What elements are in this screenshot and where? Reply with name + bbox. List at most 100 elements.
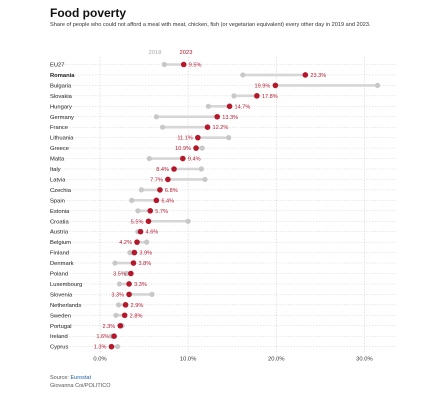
category-label: Ireland — [50, 334, 68, 340]
value-label-2023: 3.9% — [139, 251, 152, 257]
x-tick-label: 0.0% — [93, 357, 106, 363]
category-label: Malta — [50, 157, 65, 163]
dot-2023 — [171, 166, 177, 172]
value-label-2023: 19.9% — [254, 83, 270, 89]
dot-2023 — [193, 145, 199, 151]
x-tick-label: 30.0% — [356, 357, 372, 363]
dot-2023 — [214, 113, 221, 120]
dot-2018 — [202, 176, 208, 183]
dot-2023 — [180, 61, 187, 68]
dot-2023 — [126, 281, 132, 287]
value-label-2023: 10.9% — [175, 146, 191, 152]
category-label: Greece — [50, 146, 69, 152]
dot-2018 — [115, 302, 122, 308]
value-label-2023: 2.9% — [131, 303, 144, 309]
value-label-2023: 14.7% — [235, 104, 251, 110]
dot-2023 — [195, 134, 201, 141]
dot-2018 — [129, 197, 135, 203]
dot-2023 — [137, 228, 144, 235]
dot-2023 — [117, 322, 124, 329]
category-label: Denmark — [50, 261, 74, 267]
dot-2023 — [302, 72, 309, 78]
source-line: Source: Eurostat — [50, 375, 91, 381]
value-label-2023: 23.3% — [310, 73, 326, 79]
value-label-2023: 5.7% — [155, 209, 168, 215]
value-label-2023: 3.3% — [134, 282, 147, 288]
dot-2023 — [165, 176, 171, 183]
legend-2018: 2018 — [149, 50, 162, 56]
category-label: Hungary — [50, 104, 72, 110]
dot-2018 — [198, 166, 204, 172]
category-label: Croatia — [50, 219, 69, 225]
dot-2023 — [272, 82, 279, 89]
dot-2018 — [185, 218, 191, 224]
dot-2023 — [122, 302, 129, 308]
dot-2018 — [199, 145, 205, 151]
dot-2018 — [123, 270, 130, 277]
dot-2023 — [204, 124, 211, 130]
category-label: Slovenia — [50, 292, 73, 298]
value-label-2023: 1.3% — [94, 345, 107, 351]
dot-2023 — [145, 218, 152, 225]
dot-2023 — [147, 208, 154, 214]
value-label-2023: 5.5% — [131, 219, 144, 225]
category-label: Estonia — [50, 209, 70, 215]
dot-2018 — [144, 239, 150, 245]
dot-2018 — [374, 82, 381, 88]
value-label-2023: 2.8% — [130, 313, 143, 319]
source-label: Source: — [50, 375, 69, 381]
category-label: Lithuania — [50, 136, 74, 142]
dot-2018 — [153, 114, 159, 120]
value-label-2023: 3.3% — [111, 292, 124, 298]
dot-2023 — [130, 260, 137, 266]
dot-2018 — [146, 155, 152, 162]
value-label-2023: 7.7% — [150, 177, 163, 183]
category-label: Germany — [50, 115, 74, 121]
dot-2018 — [127, 250, 133, 256]
dot-2018 — [149, 291, 155, 297]
dot-2018 — [226, 135, 232, 141]
value-label-2023: 6.8% — [165, 188, 178, 194]
x-tick-label: 10.0% — [180, 357, 196, 363]
value-label-2023: 11.1% — [177, 136, 192, 142]
category-label: Netherlands — [50, 303, 81, 309]
dot-2018 — [113, 312, 119, 318]
value-label-2023: 8.4% — [156, 167, 169, 173]
dot-2018 — [116, 281, 122, 287]
value-label-2023: 3.5% — [113, 272, 126, 278]
category-label: Luxembourg — [50, 282, 82, 288]
value-label-2023: 1.6% — [96, 334, 109, 340]
dot-2018 — [240, 72, 246, 78]
category-label: Spain — [50, 198, 65, 204]
dot-2023 — [126, 291, 132, 298]
category-label: Latvia — [50, 177, 66, 183]
dot-2023 — [153, 197, 160, 204]
dot-2023 — [111, 333, 117, 340]
category-label: Poland — [50, 272, 68, 278]
category-label: Bulgaria — [50, 83, 72, 89]
value-label-2023: 3.8% — [138, 261, 151, 267]
value-label-2023: 13.3% — [222, 115, 238, 121]
dot-2018 — [138, 187, 145, 193]
category-label: Cyprus — [50, 345, 68, 351]
category-label: Portugal — [50, 324, 72, 330]
dot-2018 — [231, 93, 237, 99]
dot-2018 — [161, 61, 167, 68]
category-label: France — [50, 125, 68, 131]
value-label-2023: 12.2% — [213, 125, 229, 131]
dot-2023 — [131, 249, 138, 256]
dot-2023 — [121, 312, 128, 319]
source-link[interactable]: Eurostat — [70, 375, 91, 381]
category-label: EU27 — [50, 63, 65, 69]
dot-2018 — [115, 344, 121, 350]
credit-line: Giovanna Coi/POLITICO — [50, 383, 111, 389]
value-label-2023: 9.4% — [188, 157, 201, 163]
dot-2018 — [205, 103, 211, 109]
dot-2023 — [108, 343, 115, 350]
category-label: Sweden — [50, 313, 71, 319]
dot-2023 — [134, 239, 140, 245]
dot-2023 — [180, 155, 186, 162]
dot-2023 — [254, 93, 260, 99]
dot-2023 — [226, 103, 233, 110]
